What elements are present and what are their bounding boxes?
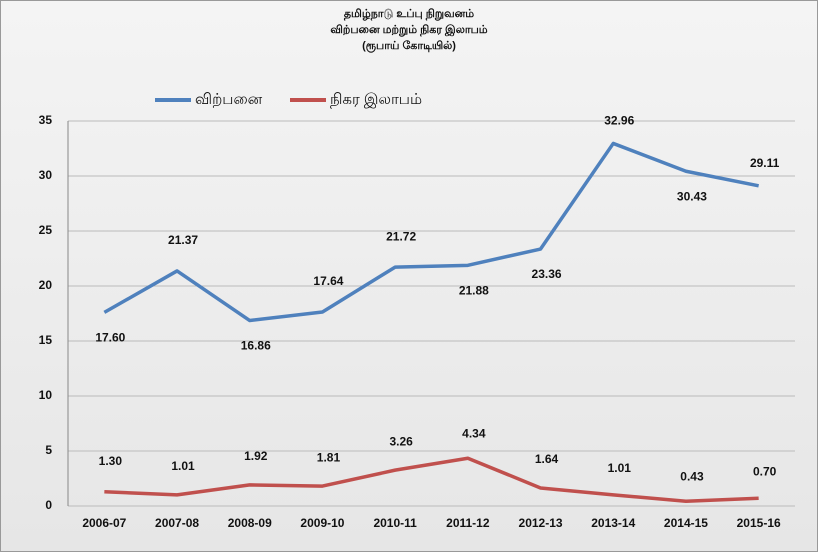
series-line: [104, 456, 759, 504]
x-tick-label: 2011-12: [446, 516, 490, 530]
y-tick-label: 35: [39, 113, 53, 127]
data-label: 21.72: [386, 229, 416, 243]
legend-label: விற்பனை: [195, 91, 263, 108]
y-tick-label: 0: [45, 498, 52, 512]
data-label: 1.92: [244, 449, 268, 463]
x-tick-label: 2012-13: [519, 516, 563, 530]
data-label: 32.96: [604, 114, 634, 128]
chart-title: தமிழ்நாடு உப்பு நிறுவனம்: [344, 8, 474, 21]
x-tick-label: 2014-15: [664, 516, 708, 530]
data-label: 21.88: [459, 283, 489, 297]
x-tick-label: 2008-09: [228, 516, 272, 530]
data-label: 17.64: [313, 274, 343, 288]
y-tick-label: 30: [39, 168, 53, 182]
chart-title: விற்பனை மற்றும் நிகர இலாபம்: [330, 24, 487, 37]
x-tick-label: 2006-07: [82, 516, 126, 530]
data-label: 0.43: [680, 469, 704, 483]
data-label: 16.86: [241, 339, 271, 353]
data-label: 29.11: [750, 156, 780, 170]
data-label: 1.81: [317, 450, 341, 464]
data-label: 21.37: [168, 233, 198, 247]
x-tick-label: 2010-11: [373, 516, 417, 530]
legend-label: நிகர இலாபம்: [330, 91, 422, 108]
data-label: 1.01: [171, 459, 195, 473]
data-label: 3.26: [389, 434, 413, 448]
series-line: [103, 141, 759, 323]
data-label: 4.34: [462, 426, 486, 440]
x-tick-label: 2009-10: [300, 516, 344, 530]
y-tick-label: 20: [39, 278, 53, 292]
y-tick-label: 15: [39, 333, 53, 347]
x-tick-label: 2007-08: [155, 516, 199, 530]
data-label: 1.01: [608, 461, 632, 475]
x-tick-label: 2013-14: [591, 516, 635, 530]
y-tick-label: 10: [39, 388, 53, 402]
data-label: 23.36: [532, 267, 562, 281]
chart-subtitle: (ரூபாய் கோடியில்): [362, 40, 456, 53]
data-label: 17.60: [95, 331, 125, 345]
data-label: 30.43: [677, 189, 707, 203]
x-tick-label: 2015-16: [737, 516, 781, 530]
y-tick-label: 25: [39, 223, 53, 237]
y-tick-label: 5: [45, 443, 52, 457]
data-label: 0.70: [753, 464, 777, 478]
data-label: 1.30: [99, 454, 123, 468]
data-label: 1.64: [535, 452, 559, 466]
